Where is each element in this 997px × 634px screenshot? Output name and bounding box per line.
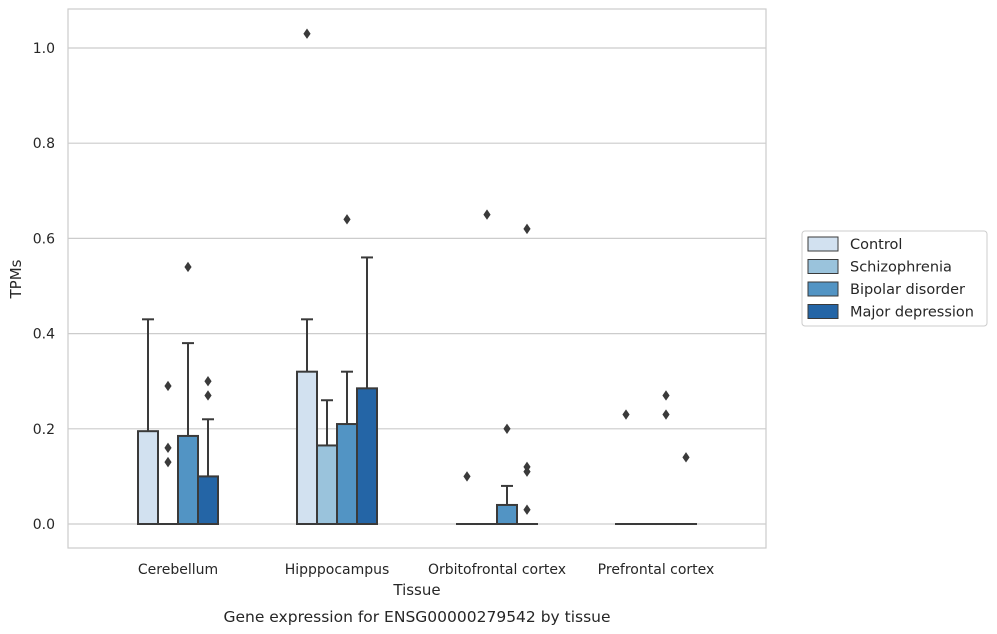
y-axis-ticks: 0.0 0.2 0.4 0.6 0.8 1.0 bbox=[33, 41, 55, 533]
y-tick-label: 0.2 bbox=[33, 422, 55, 438]
box-major-depression bbox=[356, 256, 378, 525]
legend: Control Schizophrenia Bipolar disorder Majo… bbox=[801, 230, 988, 327]
outlier-point bbox=[682, 452, 690, 463]
box bbox=[177, 434, 199, 525]
outlier-point bbox=[662, 409, 670, 420]
box bbox=[336, 423, 358, 526]
box bbox=[356, 387, 378, 525]
plot-area bbox=[67, 8, 767, 549]
outlier-point bbox=[622, 409, 630, 420]
box bbox=[197, 475, 219, 525]
box-bipolar-disorder bbox=[655, 390, 677, 526]
y-tick-label: 0.8 bbox=[33, 136, 55, 152]
box-bipolar-disorder bbox=[496, 423, 518, 525]
legend-swatch bbox=[807, 281, 839, 297]
legend-swatch bbox=[807, 236, 839, 252]
outlier-point bbox=[204, 390, 212, 401]
box-schizophrenia bbox=[476, 209, 498, 526]
y-tick-label: 0.6 bbox=[33, 231, 55, 247]
outlier-point bbox=[164, 380, 172, 392]
x-tick-label: Orbitofrontal cortex bbox=[428, 562, 566, 578]
outlier-point bbox=[503, 423, 511, 434]
outlier-point bbox=[204, 376, 212, 387]
x-tick-label: Prefrontal cortex bbox=[598, 562, 715, 578]
box bbox=[316, 444, 338, 525]
y-axis-title: TPMs bbox=[7, 259, 25, 299]
outlier-point bbox=[303, 28, 311, 39]
x-tick-label: Cerebellum bbox=[138, 562, 218, 578]
legend-label: Control bbox=[850, 237, 902, 253]
box bbox=[496, 503, 518, 525]
outlier-point bbox=[523, 504, 531, 515]
legend-frame bbox=[801, 230, 988, 327]
y-tick-label: 0.0 bbox=[33, 517, 55, 533]
outlier-point bbox=[523, 466, 531, 477]
box bbox=[296, 370, 318, 525]
box bbox=[137, 430, 159, 525]
chart-caption: Gene expression for ENSG00000279542 by t… bbox=[223, 608, 610, 626]
box-plots bbox=[137, 28, 697, 526]
box-control bbox=[137, 318, 159, 525]
x-axis-ticks: Cerebellum Hipppocampus Orbitofrontal cort… bbox=[138, 562, 714, 578]
outlier-point bbox=[164, 442, 172, 454]
legend-swatch bbox=[807, 259, 839, 274]
outlier-point bbox=[662, 390, 670, 401]
x-tick-label: Hipppocampus bbox=[285, 562, 390, 578]
outlier-point bbox=[164, 456, 172, 468]
x-axis-title: Tissue bbox=[392, 581, 440, 599]
legend-label: Bipolar disorder bbox=[850, 282, 965, 298]
outlier-point bbox=[184, 261, 192, 273]
legend-label: Major depression bbox=[850, 305, 974, 321]
outlier-point bbox=[483, 209, 491, 220]
outlier-point bbox=[523, 223, 531, 235]
box-bipolar-disorder bbox=[177, 261, 199, 525]
outlier-point bbox=[463, 471, 471, 482]
outlier-point bbox=[343, 214, 351, 225]
legend-swatch bbox=[807, 304, 839, 319]
legend-label: Schizophrenia bbox=[850, 260, 952, 276]
y-tick-label: 0.4 bbox=[33, 327, 55, 343]
box-major-depression bbox=[197, 376, 219, 525]
y-tick-label: 1.0 bbox=[33, 41, 55, 57]
box-control bbox=[296, 28, 318, 525]
box-control bbox=[456, 471, 478, 526]
